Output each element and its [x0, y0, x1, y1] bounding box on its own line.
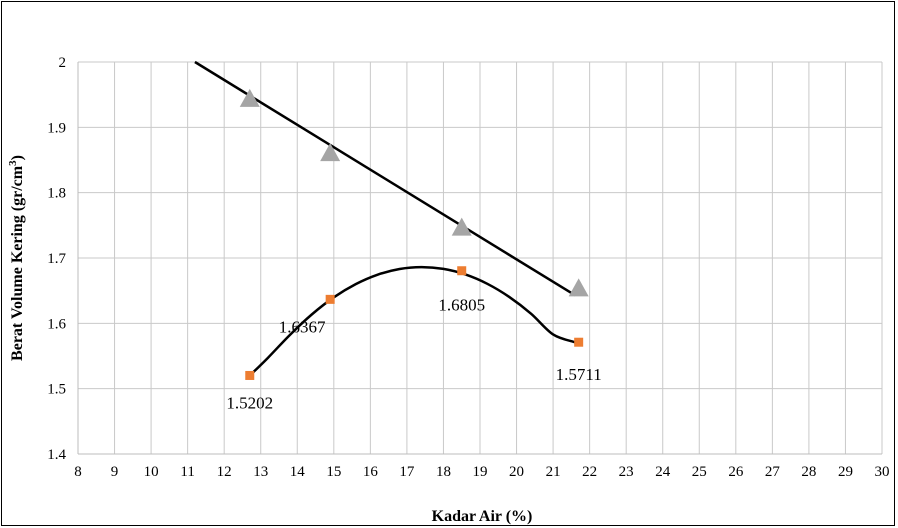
data-point-triangle — [239, 88, 260, 107]
y-axis-title-main: Berat Volume Kering (gr/cm — [9, 165, 26, 361]
x-axis-title: Kadar Air (%) — [432, 508, 533, 525]
y-tick-labels: 1.4 1.5 1.6 1.7 1.8 1.9 2 — [47, 55, 66, 463]
y-axis-title-sup: 3 — [7, 160, 19, 166]
x-tick-label: 13 — [253, 464, 268, 480]
data-point-triangle — [568, 278, 589, 297]
y-tick-label: 1.5 — [47, 382, 66, 398]
x-tick-label: 25 — [692, 464, 707, 480]
x-tick-label: 28 — [801, 464, 816, 480]
trendlines — [194, 60, 576, 377]
x-tick-label: 19 — [473, 464, 488, 480]
x-tick-label: 22 — [582, 464, 597, 480]
x-tick-label: 17 — [399, 464, 415, 480]
y-tick-label: 1.9 — [47, 120, 66, 136]
data-label: 1.6367 — [279, 317, 326, 336]
x-tick-label: 9 — [111, 464, 119, 480]
grid-lines — [77, 61, 883, 455]
x-tick-label: 29 — [838, 464, 853, 480]
x-tick-label: 12 — [217, 464, 232, 480]
x-tick-label: 10 — [144, 464, 159, 480]
x-tick-label: 8 — [74, 464, 82, 480]
x-tick-label: 27 — [765, 464, 781, 480]
data-point-triangle — [451, 217, 472, 236]
x-tick-label: 24 — [655, 464, 671, 480]
y-tick-label: 1.6 — [47, 316, 66, 332]
x-tick-label: 11 — [180, 464, 194, 480]
x-tick-label: 21 — [546, 464, 561, 480]
x-tick-label: 16 — [363, 464, 379, 480]
data-label: 1.6805 — [438, 296, 485, 315]
data-label: 1.5711 — [556, 365, 602, 384]
y-tick-label: 1.4 — [47, 447, 66, 463]
x-tick-label: 14 — [290, 464, 306, 480]
x-tick-label: 26 — [728, 464, 744, 480]
data-label: 1.5202 — [226, 393, 273, 412]
data-point-triangle — [320, 143, 341, 162]
data-point-square — [245, 370, 255, 380]
data-labels: 1.5202 1.6367 1.6805 1.5711 — [226, 296, 601, 413]
data-point-square — [457, 266, 467, 276]
data-point-square — [325, 294, 335, 304]
data-point-square — [574, 337, 584, 347]
y-axis-title-close: ) — [9, 155, 26, 160]
x-tick-labels: 8 9 10 11 12 13 14 15 16 17 18 19 20 21 22 23 24 25 26 27 28… — [74, 464, 889, 480]
x-tick-label: 23 — [619, 464, 634, 480]
y-axis-title: Berat Volume Kering (gr/cm3) — [7, 155, 26, 361]
data-markers — [239, 88, 589, 380]
x-tick-label: 30 — [875, 464, 890, 480]
x-tick-label: 15 — [326, 464, 341, 480]
y-tick-label: 2 — [59, 55, 67, 71]
x-tick-label: 20 — [509, 464, 524, 480]
y-tick-label: 1.8 — [47, 186, 66, 202]
trendline-linear — [194, 60, 576, 297]
y-tick-label: 1.7 — [47, 251, 66, 267]
trendline-polynomial — [248, 265, 576, 377]
x-tick-label: 18 — [436, 464, 451, 480]
